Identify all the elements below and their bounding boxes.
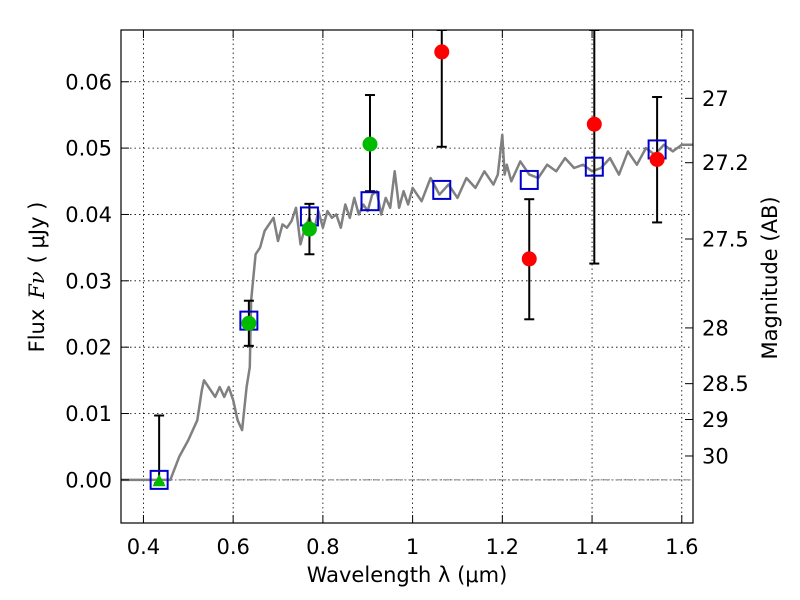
x-tick-label: 0.4 (127, 535, 160, 559)
tick-label-layer: 0.4 0.6 0.8 1 1.2 1.4 1.6 0.00 0.01 0.02 0.03 0.04 0… (65, 70, 749, 559)
upper-limit-triangle (152, 474, 166, 487)
y-tick-label: 0.05 (65, 137, 112, 161)
y-axis-label-prefix: Flux (25, 309, 49, 353)
y-axis-label-symbol: Fν (25, 271, 49, 300)
x-tick-label: 1 (406, 535, 419, 559)
model-band-square (519, 169, 539, 190)
y-tick-label: 0.01 (65, 402, 112, 426)
grid-layer (121, 30, 693, 523)
observed-flux-point (241, 315, 257, 331)
plot-frame (120, 29, 694, 524)
observed-flux-point (649, 151, 665, 167)
x-axis-label: Wavelength λ (μm) (307, 563, 508, 587)
model-band-square (584, 156, 604, 177)
right-tick-label: 27 (702, 87, 729, 111)
y-axis-label: Flux Fν ( μJy ) (25, 202, 49, 353)
error-bar-layer (154, 30, 663, 485)
x-tick-label: 0.8 (306, 535, 339, 559)
model-band-square (432, 179, 452, 200)
y-tick-label: 0.02 (65, 336, 112, 360)
x-tick-label: 1.4 (575, 535, 608, 559)
y-tick-label: 0.06 (65, 70, 112, 94)
marker-layer (149, 44, 667, 490)
observed-flux-point (362, 136, 378, 152)
model-band-square (360, 191, 380, 212)
right-tick-label: 27.2 (702, 151, 749, 175)
right-tick-label: 27.5 (702, 228, 749, 252)
right-tick-label: 30 (702, 444, 729, 468)
x-tick-label: 1.6 (665, 535, 698, 559)
x-tick-label: 0.6 (216, 535, 249, 559)
y-tick-label: 0.04 (65, 203, 112, 227)
y-tick-label: 0.03 (65, 269, 112, 293)
x-tick-label: 1.2 (486, 535, 519, 559)
right-tick-label: 28 (702, 316, 729, 340)
tick-layer (121, 30, 693, 523)
observed-flux-point (586, 116, 602, 132)
observed-flux-point (521, 251, 537, 267)
model-band-square (149, 469, 169, 490)
observed-flux-point (434, 44, 450, 60)
y-tick-label: 0.00 (65, 468, 112, 492)
model-spectrum-line (121, 133, 693, 482)
right-axis-label: Magnitude (AB) (758, 196, 782, 359)
observed-flux-point (301, 221, 317, 237)
y-axis-label-unit: ( μJy ) (25, 202, 49, 264)
right-tick-label: 29 (702, 408, 729, 432)
right-tick-label: 28.5 (702, 372, 749, 396)
